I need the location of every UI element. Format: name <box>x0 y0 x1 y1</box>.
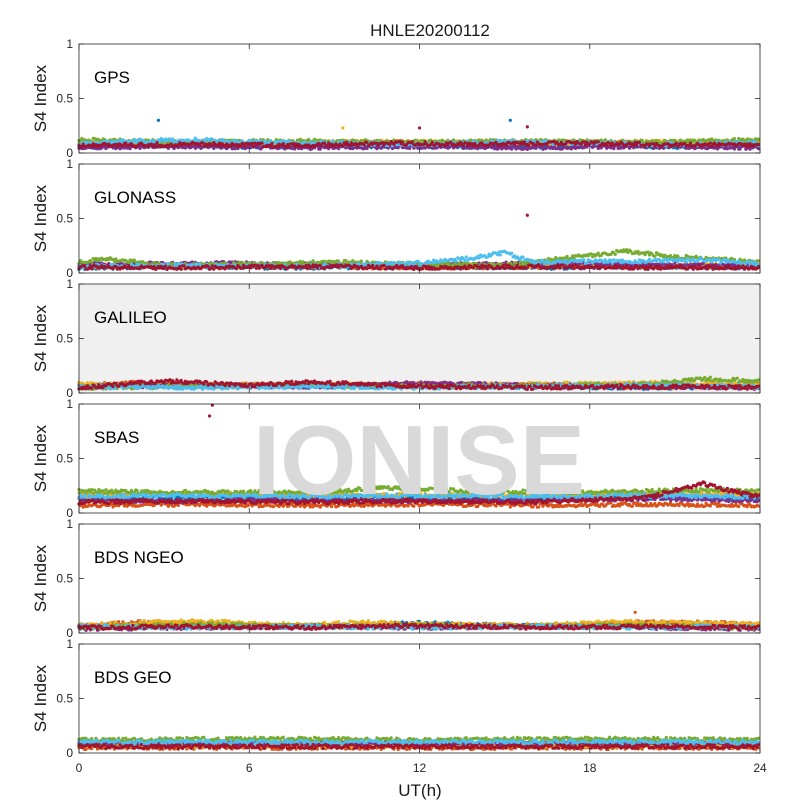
data-point <box>708 141 712 145</box>
data-point <box>747 144 751 148</box>
outlier-point <box>525 125 529 129</box>
y-tick-label: 0.5 <box>56 92 73 106</box>
data-point <box>287 139 291 143</box>
data-point <box>132 137 136 141</box>
data-point <box>239 144 243 148</box>
data-point <box>510 147 514 151</box>
data-point <box>260 141 264 145</box>
data-point <box>341 144 345 148</box>
outlier-point <box>508 118 512 122</box>
outlier-point <box>156 118 161 122</box>
plot-area <box>79 164 760 273</box>
data-point <box>707 144 711 148</box>
data-point <box>627 141 632 145</box>
outlier-point <box>341 126 345 130</box>
data-point <box>612 147 616 151</box>
data-point <box>217 141 222 145</box>
data-point <box>461 146 466 150</box>
data-point <box>155 141 159 145</box>
data-point <box>268 139 273 143</box>
data-point <box>251 145 256 149</box>
data-point <box>178 140 182 145</box>
data-point <box>388 142 392 147</box>
data-point <box>105 139 109 143</box>
data-point <box>461 143 466 148</box>
data-point <box>596 140 600 144</box>
data-point <box>732 137 737 141</box>
data-point <box>327 141 331 145</box>
panel-label: GPS <box>94 68 130 87</box>
data-point <box>200 141 205 145</box>
outlier-point <box>417 126 422 130</box>
data-point <box>298 137 302 141</box>
data-point <box>210 137 214 141</box>
data-point <box>281 142 285 146</box>
data-point <box>287 145 291 149</box>
data-point <box>582 140 586 144</box>
data-point <box>725 147 729 151</box>
data-point <box>410 140 415 144</box>
data-point <box>154 144 158 149</box>
data-point <box>534 143 538 147</box>
data-point <box>688 141 693 145</box>
data-point <box>270 141 274 146</box>
data-point <box>504 147 508 151</box>
data-point <box>171 137 175 141</box>
data-point <box>443 144 447 148</box>
data-point <box>365 140 369 145</box>
y-tick-label: 1 <box>66 37 73 51</box>
data-point <box>80 136 84 141</box>
data-point <box>365 146 369 151</box>
data-point <box>243 144 247 148</box>
data-point <box>569 147 573 151</box>
data-point <box>674 141 678 145</box>
y-axis-label: S4 Index <box>31 64 50 132</box>
data-point <box>457 143 461 147</box>
data-point <box>637 140 642 145</box>
data-point <box>233 147 237 151</box>
plot-area <box>79 44 760 153</box>
data-point <box>497 139 501 143</box>
data-point <box>686 138 690 142</box>
data-point <box>250 141 254 145</box>
data-point <box>362 143 366 147</box>
data-point <box>331 139 335 143</box>
data-point <box>430 140 434 144</box>
data-point <box>396 146 400 150</box>
data-point <box>527 143 531 147</box>
data-point <box>634 143 639 147</box>
data-point <box>400 140 405 144</box>
chart-title: HNLE20200112 <box>370 21 490 40</box>
